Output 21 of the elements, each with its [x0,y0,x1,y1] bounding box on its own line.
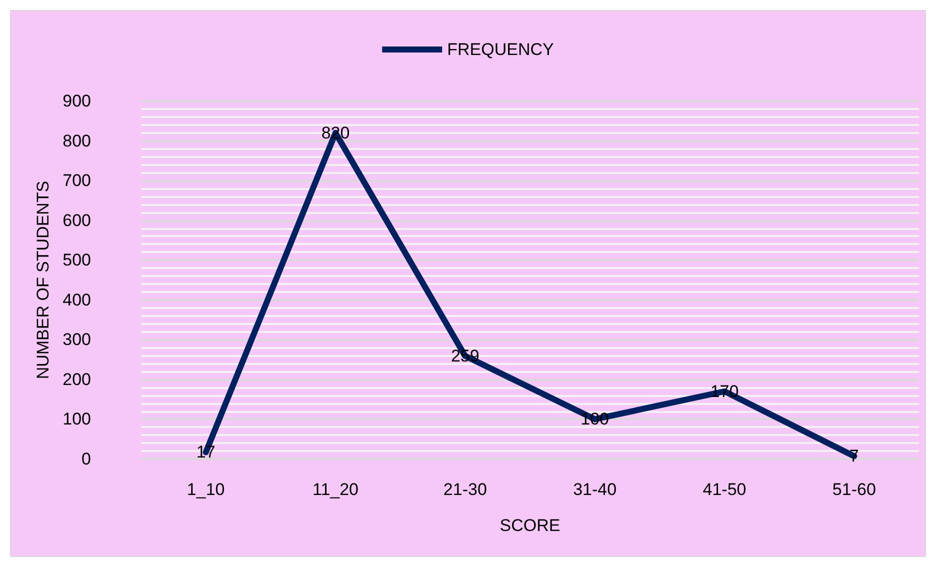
y-tick-label: 600 [62,210,91,230]
x-axis-title: SCORE [500,516,560,535]
data-label: 820 [321,123,350,142]
y-tick-label: 200 [62,370,91,389]
y-tick-label: 800 [62,131,91,150]
y-tick-label: 700 [62,171,91,190]
y-tick-label: 0 [82,450,91,468]
x-tick-label: 51-60 [832,480,876,499]
legend-label: FREQUENCY [447,40,554,59]
x-tick-label: 11_20 [312,480,359,499]
y-axis-title: NUMBER OF STUDENTS [34,180,53,380]
x-tick-label: 21-30 [443,480,487,499]
x-tick-label: 31-40 [573,480,617,499]
x-tick-label: 1_10 [186,480,225,499]
y-tick-label: 400 [62,290,91,310]
y-tick-label: 900 [62,92,91,110]
y-tick-label: 500 [62,250,91,270]
y-tick-label: 300 [62,330,91,350]
x-tick-label: 41-50 [702,480,746,499]
data-label: 17 [196,442,216,462]
y-tick-label: 100 [62,410,91,429]
